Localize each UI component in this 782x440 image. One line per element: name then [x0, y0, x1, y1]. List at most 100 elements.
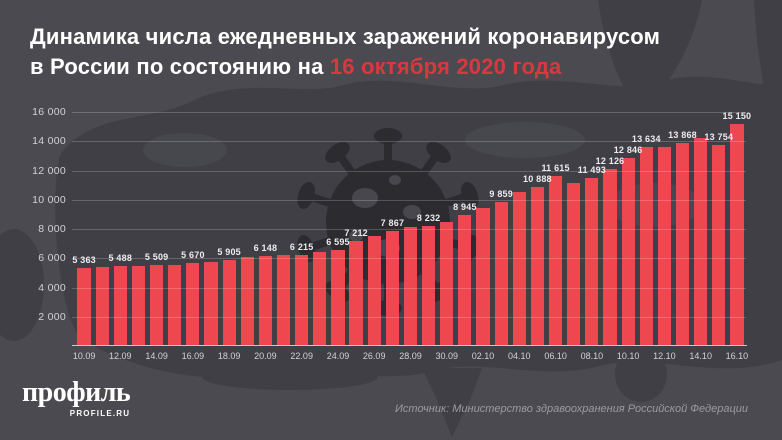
chart-bar — [603, 168, 617, 346]
chart-bar — [349, 240, 363, 346]
chart-bar — [131, 266, 146, 346]
y-axis-label: 6 000 — [38, 252, 66, 265]
y-axis-label: 12 000 — [32, 164, 66, 177]
chart-bar — [694, 137, 708, 346]
bar-value-label: 6 148 — [253, 243, 278, 254]
chart-bar — [295, 255, 309, 346]
x-axis-label: 10.09 — [72, 351, 96, 361]
x-axis-label: 24.09 — [326, 351, 350, 361]
bar-value-label: 6 215 — [289, 242, 314, 253]
bar-value-label: 8 232 — [416, 212, 441, 223]
chart-bar — [385, 230, 399, 346]
gridline — [72, 316, 746, 318]
chart-bar — [585, 177, 599, 346]
chart-bar — [367, 236, 381, 346]
x-axis-label: 16.09 — [181, 351, 205, 361]
bar-value-label: 13 754 — [704, 131, 734, 142]
chart-bar — [313, 252, 327, 346]
chart-bar — [186, 263, 200, 346]
chart-bar — [675, 143, 690, 346]
chart-bar — [548, 176, 563, 346]
chart-bar — [222, 259, 236, 346]
chart-bar — [95, 266, 109, 346]
chart-bar — [149, 265, 164, 346]
x-axis-label: 28.09 — [399, 351, 422, 361]
x-axis-label: 14.10 — [689, 351, 712, 361]
x-axis-label: 04.10 — [508, 351, 531, 361]
gridline — [72, 258, 746, 260]
chart-bar — [168, 265, 182, 346]
title-line2-plain: в России по состоянию на — [30, 54, 330, 79]
bar-value-label: 9 859 — [489, 188, 513, 199]
chart-bar — [512, 192, 526, 346]
y-axis-label: 4 000 — [38, 281, 66, 294]
chart-bar — [639, 146, 653, 346]
profile-logo: профиль PROFILE.RU — [22, 377, 131, 419]
chart-bar — [712, 144, 726, 346]
chart-bar — [621, 158, 635, 346]
chart-bar — [403, 227, 418, 346]
title-date-accent: 16 октября 2020 года — [329, 54, 562, 79]
bar-value-label: 12 846 — [613, 145, 643, 156]
title-line2: в России по состоянию на 16 октября 2020… — [30, 52, 760, 82]
source-attribution: Источник: Министерство здравоохранения Р… — [395, 403, 748, 415]
bar-value-label: 10 888 — [523, 173, 552, 184]
x-axis-label: 08.10 — [580, 351, 604, 361]
y-axis-label: 10 000 — [32, 193, 66, 206]
bar-value-label: 13 868 — [668, 130, 697, 141]
gridline — [72, 141, 746, 143]
title-line1: Динамика числа ежедневных заражений коро… — [30, 24, 661, 49]
page-title: Динамика числа ежедневных заражений коро… — [30, 22, 760, 82]
bar-value-label: 11 493 — [577, 164, 607, 175]
x-axis-label: 02.10 — [471, 351, 495, 361]
gridline — [72, 170, 746, 172]
chart-bar — [476, 208, 490, 346]
chart-bar — [440, 222, 454, 346]
y-axis-label: 8 000 — [38, 223, 66, 235]
chart-bar — [77, 267, 91, 346]
x-axis-label: 12.10 — [653, 351, 676, 361]
x-axis-label: 10.10 — [616, 351, 640, 361]
x-axis-label: 12.09 — [109, 351, 132, 361]
bar-value-label: 15 150 — [722, 111, 752, 122]
chart-bar — [567, 183, 581, 346]
chart-bar — [276, 255, 291, 346]
x-axis-label: 30.09 — [435, 351, 459, 361]
bar-value-label: 5 509 — [144, 252, 169, 263]
y-axis-label: 16 000 — [32, 106, 66, 118]
chart-bar — [530, 186, 545, 346]
logo-wordmark: профиль — [22, 377, 131, 408]
chart-bar — [331, 249, 345, 346]
bar-value-label: 8 945 — [453, 202, 477, 213]
bar-value-label: 13 634 — [631, 133, 661, 144]
gridline — [72, 287, 746, 289]
chart-bar — [657, 147, 671, 346]
x-axis-label: 06.10 — [544, 351, 567, 361]
chart-bar — [258, 256, 273, 346]
chart-bar — [204, 261, 218, 346]
chart-bar — [458, 215, 472, 346]
x-axis-label: 20.09 — [254, 351, 277, 361]
bar-value-label: 5 670 — [181, 250, 205, 261]
x-axis-baseline — [72, 345, 747, 346]
bar-value-label: 7 867 — [380, 217, 405, 228]
bar-value-label: 5 488 — [108, 252, 133, 263]
bar-value-label: 7 212 — [344, 227, 368, 238]
chart-bar — [240, 257, 254, 346]
y-axis-label: 2 000 — [38, 310, 66, 323]
bar-value-label: 5 905 — [217, 246, 241, 257]
chart-bar — [730, 124, 744, 346]
x-axis-label: 26.09 — [362, 351, 386, 361]
logo-domain: PROFILE.RU — [69, 409, 131, 418]
bar-value-label: 11 615 — [541, 163, 570, 174]
bar-value-label: 5 363 — [72, 254, 96, 265]
x-axis-label: 18.09 — [217, 351, 241, 361]
x-axis-label: 14.09 — [145, 351, 168, 361]
chart-bar — [494, 201, 508, 346]
chart-bar — [113, 265, 127, 346]
chart-bar — [422, 225, 436, 346]
bar-value-label: 12 126 — [595, 155, 625, 166]
